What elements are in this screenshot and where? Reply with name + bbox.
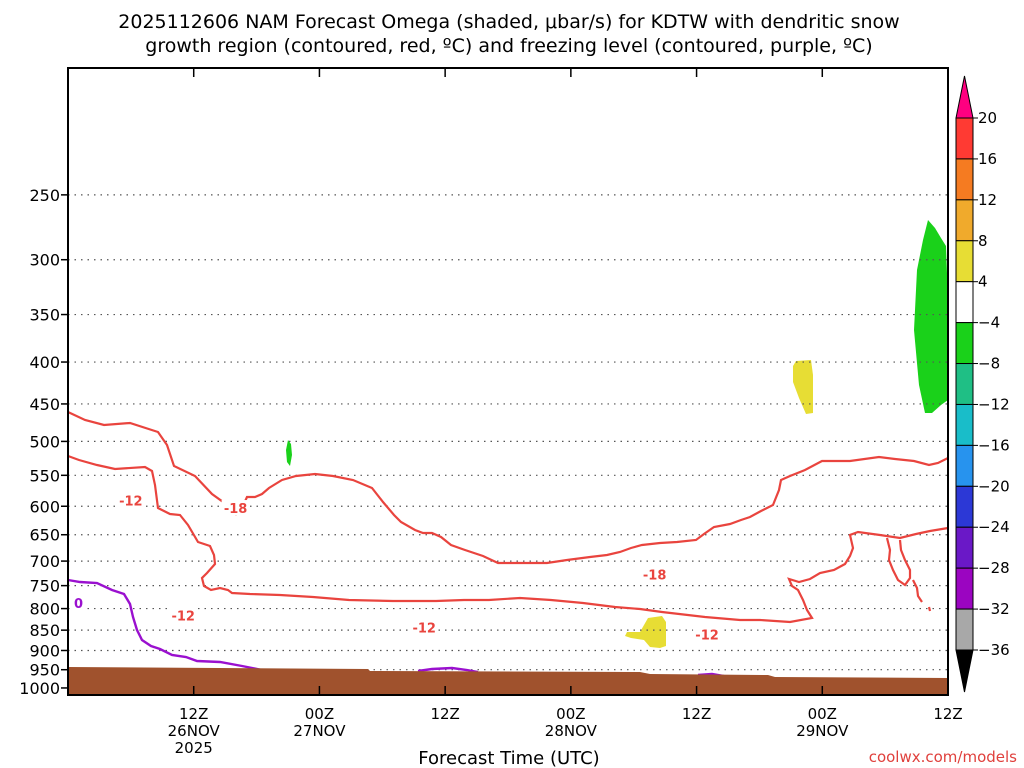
contour-label: -18 bbox=[224, 502, 248, 517]
time-tick-label: 27NOV bbox=[293, 722, 346, 740]
colorbar-tick-label: −36 bbox=[978, 641, 1010, 659]
pressure-tick-label: 950 bbox=[29, 661, 60, 680]
contour-label-background bbox=[221, 500, 250, 516]
terrain-fill bbox=[68, 667, 948, 695]
pressure-tick-label: 400 bbox=[29, 353, 60, 372]
colorbar-top-triangle bbox=[955, 75, 974, 119]
time-tick-label: 12Z bbox=[179, 705, 208, 723]
pressure-tick-label: 450 bbox=[29, 395, 60, 414]
pressure-tick-label: 850 bbox=[29, 621, 60, 640]
contour-label: 0 bbox=[74, 597, 83, 612]
time-tick-label: 28NOV bbox=[545, 722, 598, 740]
pressure-tick-label: 600 bbox=[29, 497, 60, 516]
contour-label: -12 bbox=[119, 494, 143, 509]
pressure-tick-label: 900 bbox=[29, 641, 60, 660]
colorbar-swatch bbox=[955, 199, 974, 242]
pressure-tick-label: 250 bbox=[29, 186, 60, 205]
title-line-2: growth region (contoured, red, ºC) and f… bbox=[145, 35, 872, 57]
colorbar-swatch bbox=[955, 158, 974, 201]
time-tick-label: 12Z bbox=[933, 705, 962, 723]
contour-label-background bbox=[640, 566, 669, 582]
x-axis-title: Forecast Time (UTC) bbox=[418, 748, 599, 768]
contour-label-background bbox=[116, 492, 145, 508]
contour-line-freezing-level-segment-2 bbox=[417, 666, 479, 674]
contour-line-dgz-tail bbox=[912, 579, 932, 612]
colorbar-tick-label: −32 bbox=[978, 600, 1010, 618]
contour-line-dgz-loop bbox=[885, 537, 912, 587]
omega-green-region-small bbox=[286, 440, 292, 466]
time-tick-label: 12Z bbox=[682, 705, 711, 723]
pressure-axis: 2503003504004505005506006507007508008509… bbox=[19, 186, 68, 698]
plot-background bbox=[68, 68, 948, 695]
contour-line-freezing-level bbox=[67, 578, 263, 672]
time-tick-label: 00Z bbox=[556, 705, 585, 723]
time-tick-label: 26NOV bbox=[168, 722, 221, 740]
colorbar-tick-label: −12 bbox=[978, 395, 1010, 413]
time-tick-label: 00Z bbox=[305, 705, 334, 723]
omega-yellow-region-lower bbox=[625, 616, 666, 648]
pressure-tick-label: 650 bbox=[29, 526, 60, 545]
colorbar-tick-label: −4 bbox=[978, 314, 1000, 332]
contour-label-background bbox=[169, 607, 198, 623]
colorbar-swatch bbox=[955, 485, 974, 528]
contour-label-background bbox=[410, 619, 439, 635]
title-line-1: 2025112606 NAM Forecast Omega (shaded, μ… bbox=[118, 11, 899, 33]
pressure-tick-label: 550 bbox=[29, 466, 60, 485]
colorbar-swatch bbox=[955, 567, 974, 610]
colorbar-swatch bbox=[955, 608, 974, 651]
colorbar-tick-label: 4 bbox=[978, 273, 988, 291]
omega-colorbar: 20 16 12 8 4 −4 −8 −12 −16 −20 −24 −28 −32 −36 bbox=[955, 75, 1010, 693]
contour-label: -12 bbox=[171, 610, 195, 625]
colorbar-swatch bbox=[955, 403, 974, 446]
colorbar-tick-label: −16 bbox=[978, 436, 1010, 454]
contour-label: -12 bbox=[695, 628, 719, 643]
contour-label-background bbox=[693, 626, 722, 642]
colorbar-swatch bbox=[955, 240, 974, 283]
colorbar-tick-label: −24 bbox=[978, 518, 1010, 536]
omega-green-region-upper bbox=[914, 220, 948, 413]
pressure-tick-label: 750 bbox=[29, 577, 60, 596]
time-tick-label: 00Z bbox=[808, 705, 837, 723]
time-tick-label: 12Z bbox=[430, 705, 459, 723]
colorbar-tick-label: 20 bbox=[978, 109, 997, 127]
pressure-tick-label: 350 bbox=[29, 306, 60, 325]
colorbar-tick-label: 16 bbox=[978, 150, 997, 168]
site-credit: coolwx.com/models bbox=[869, 748, 1017, 766]
colorbar-tick-label: 12 bbox=[978, 191, 997, 209]
contour-label-background bbox=[72, 595, 85, 611]
colorbar-tick-label: −20 bbox=[978, 477, 1010, 495]
plot-area bbox=[68, 68, 948, 695]
colorbar-tick-label: −28 bbox=[978, 559, 1010, 577]
contour-label: -18 bbox=[643, 569, 667, 584]
colorbar-tick-label: 8 bbox=[978, 232, 988, 250]
plot-border bbox=[67, 67, 949, 696]
omega-yellow-region-upper bbox=[793, 360, 813, 414]
colorbar-swatch bbox=[955, 526, 974, 569]
pressure-tick-label: 1000 bbox=[19, 679, 60, 698]
contour-line-dgz-lower bbox=[67, 454, 949, 624]
colorbar-swatch bbox=[955, 117, 974, 160]
colorbar-tick-label: −8 bbox=[978, 355, 1000, 373]
time-tick-label: 29NOV bbox=[796, 722, 849, 740]
plot-frame bbox=[67, 67, 949, 696]
colorbar-swatch bbox=[955, 322, 974, 365]
contour-label: -12 bbox=[412, 622, 436, 637]
colorbar-swatch bbox=[955, 363, 974, 405]
pressure-tick-label: 300 bbox=[29, 251, 60, 270]
pressure-tick-label: 500 bbox=[29, 432, 60, 451]
colorbar-bottom-triangle bbox=[955, 649, 974, 693]
chart-title: 2025112606 NAM Forecast Omega (shaded, μ… bbox=[118, 11, 899, 57]
contour-labels: -12 -12 -12 -12 -18 -18 0 bbox=[72, 492, 722, 643]
terrain-surface bbox=[68, 667, 948, 695]
colorbar-swatch bbox=[955, 281, 974, 324]
time-tick-label: 2025 bbox=[175, 739, 213, 757]
pressure-tick-label: 800 bbox=[29, 600, 60, 619]
omega-shading bbox=[286, 220, 948, 648]
pressure-tick-label: 700 bbox=[29, 552, 60, 571]
colorbar-swatch bbox=[955, 444, 974, 487]
